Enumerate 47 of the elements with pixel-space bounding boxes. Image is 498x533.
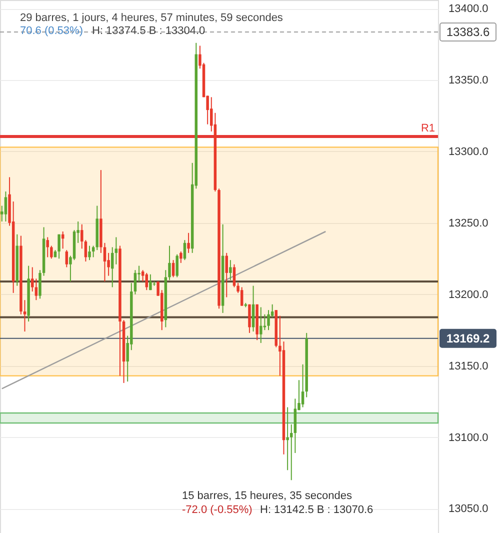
candlestick (34, 278, 38, 301)
candlestick (92, 245, 95, 258)
annotation: H: 13142.5 B : 13070.6 (260, 504, 374, 516)
y-tick-label: 13350.0 (448, 74, 488, 87)
candlestick (187, 232, 190, 254)
candlestick (172, 260, 175, 278)
y-tick-label: 13400.0 (448, 3, 488, 16)
ref-line-label: 13169.2 (446, 331, 490, 346)
annotation: 70.6 (0.53%) (20, 25, 83, 37)
candlestick (229, 260, 232, 281)
candlestick (290, 424, 293, 481)
annotation: 29 barres, 1 jours, 4 heures, 57 minutes, 59 secondes (20, 12, 284, 24)
candlestick (176, 254, 178, 278)
annotation: 15 barres, 15 heures, 35 secondes (182, 490, 352, 502)
candlestick (58, 234, 60, 260)
candlestick (286, 406, 289, 471)
candlestick (31, 266, 34, 292)
candlestick (225, 252, 228, 298)
candlestick (46, 236, 49, 258)
candlestick (248, 304, 251, 334)
candlestick (183, 240, 186, 261)
y-tick-label: 13150.0 (448, 360, 488, 372)
candlestick (88, 245, 91, 261)
candlestick (110, 246, 114, 288)
candlestick (114, 236, 118, 265)
candlestick (232, 264, 236, 288)
candlestick (252, 285, 255, 332)
candlestick (180, 250, 182, 264)
candlestick (65, 250, 68, 268)
candlestick (240, 286, 244, 306)
y-tick-label: 13050.0 (448, 503, 488, 516)
y-tick-label: 13250.0 (448, 217, 488, 230)
y-tick-label: 13200.0 (448, 288, 488, 301)
candlestick (23, 300, 26, 332)
ref-line-label: R1 (420, 122, 436, 134)
candlestick (4, 190, 8, 222)
ref-line-label: 13383.6 (446, 25, 490, 40)
y-tick-label: 13100.0 (448, 432, 488, 444)
candlestick (50, 245, 53, 260)
candlestick (38, 270, 42, 300)
candlestick (168, 245, 171, 281)
annotation: H: 13374.5 B : 13304.0 (92, 25, 206, 37)
candlestick (267, 310, 270, 331)
candlestick (260, 306, 262, 344)
y-tick-label: 13300.0 (448, 146, 488, 158)
candlestick (149, 274, 152, 291)
annotation: -72.0 (-0.55%) (182, 504, 252, 516)
